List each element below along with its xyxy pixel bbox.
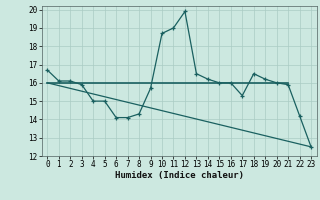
X-axis label: Humidex (Indice chaleur): Humidex (Indice chaleur) bbox=[115, 171, 244, 180]
